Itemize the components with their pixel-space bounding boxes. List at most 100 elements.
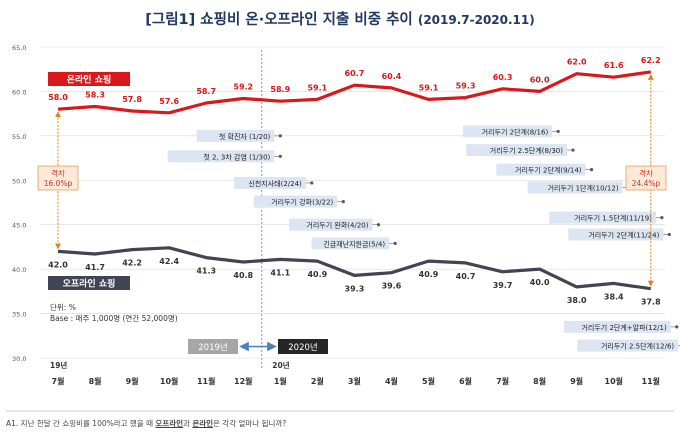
event-label: 거리두기 완화(4/20) xyxy=(306,221,368,230)
era-2020-box xyxy=(278,339,328,354)
y-tick-label: 30.0 xyxy=(12,355,26,363)
y-tick-label: 45.0 xyxy=(12,222,26,230)
online-legend-label: 온라인 쇼핑 xyxy=(67,74,112,86)
event-dot xyxy=(341,200,345,204)
event-dot xyxy=(667,232,671,237)
y-tick-label: 60.0 xyxy=(12,88,26,96)
x-tick-label: 3월 xyxy=(348,376,361,386)
event-label: 거리두기 1.5단계(11/19) xyxy=(574,214,652,223)
x-tick-label: 6월 xyxy=(459,376,472,386)
event-dot xyxy=(310,181,314,185)
offline-value-label: 38.0 xyxy=(567,296,587,305)
x-tick-label: 1월 xyxy=(274,376,287,386)
event-label: 신천지사태(2/24) xyxy=(248,179,302,188)
offline-value-label: 41.7 xyxy=(85,263,105,272)
x-tick-label: 10월 xyxy=(605,376,624,386)
chart-title: [그림1] 쇼핑비 온·오프라인 지출 비중 추이 (2019.7-2020.1… xyxy=(0,8,680,29)
event-dot xyxy=(556,129,560,134)
event-dot xyxy=(278,154,282,158)
event-label: 거리두기 2단계(11/24) xyxy=(588,230,659,239)
x-tick-label: 11월 xyxy=(642,376,661,386)
event-dot xyxy=(278,134,282,138)
x-tick-label: 2월 xyxy=(311,376,324,386)
y-tick-label: 65.0 xyxy=(12,44,26,52)
event-label-box xyxy=(549,211,656,224)
gap-label: 격차 xyxy=(639,168,653,178)
x-tick-label: 11월 xyxy=(197,376,216,386)
base-label: Base : 매주 1,000명 (연간 52,000명) xyxy=(50,313,178,323)
value-labels: 58.0 58.3 57.8 57.6 58.7 59.2 58.9 59.1 60.7 60.4… xyxy=(48,56,661,307)
offline-series-line xyxy=(57,246,652,291)
online-value-label: 60.0 xyxy=(530,75,550,84)
online-value-label: 59.1 xyxy=(307,83,327,92)
offline-value-label: 42.2 xyxy=(122,259,142,268)
offline-value-label: 40.0 xyxy=(530,278,550,287)
event-label-box xyxy=(462,125,553,138)
online-series-line xyxy=(57,70,652,115)
event-dot xyxy=(376,223,381,227)
event-label: 거리두기 1단계(10/12) xyxy=(548,183,619,192)
online-value-label: 61.6 xyxy=(604,61,624,70)
event-label-box xyxy=(564,320,671,333)
y-axis-ticks: 30.0 35.0 40.0 45.0 50.0 55.0 60.0 65.0 xyxy=(12,44,26,363)
footnote-suffix: 은 각각 얼마나 됩니까? xyxy=(213,419,287,428)
event-label-box xyxy=(253,195,338,208)
event-label: 거리두기 2단계(9/14) xyxy=(515,166,582,175)
x-tick-label: 4월 xyxy=(385,376,398,386)
era-2020-label: 2020년 xyxy=(288,342,317,353)
online-value-label: 59.3 xyxy=(456,82,476,91)
year-marker-2019: 19년 xyxy=(50,360,67,370)
footnote-offline: 오프라인 xyxy=(155,419,184,428)
online-value-label: 58.9 xyxy=(270,85,290,94)
offline-legend-label: 오프라인 쇼핑 xyxy=(63,278,116,290)
event-label-box xyxy=(289,218,373,231)
event-label: 거리두기 2단계+알파(12/1) xyxy=(581,323,667,332)
x-tick-label: 12월 xyxy=(234,376,253,386)
y-tick-label: 55.0 xyxy=(12,133,26,141)
x-tick-label: 8월 xyxy=(533,376,546,386)
online-value-label: 58.0 xyxy=(48,93,68,102)
y-tick-label: 40.0 xyxy=(12,266,26,274)
gap-value: 16.0%p xyxy=(44,179,73,188)
event-label: 긴급재난지원금(5/4) xyxy=(323,239,385,248)
online-value-label: 57.6 xyxy=(159,97,179,106)
event-label-box xyxy=(167,150,275,163)
online-value-label: 58.7 xyxy=(196,87,216,96)
offline-value-label: 39.3 xyxy=(345,284,365,293)
offline-value-label: 40.7 xyxy=(456,272,476,281)
event-label: 거리두기 2.5단계(8/30) xyxy=(490,146,563,155)
x-axis-ticks: 19년 20년 7월 8월 9월 10월 11월 12월 1월 2월 3월 4월 5월 6월 7월 8월 9월 1… xyxy=(6,360,674,412)
online-value-label: 59.1 xyxy=(419,83,439,92)
gap-box xyxy=(625,165,667,191)
event-dot xyxy=(393,241,397,245)
event-label-box xyxy=(233,176,306,189)
online-value-label: 60.3 xyxy=(493,73,513,82)
x-tick-label: 9월 xyxy=(126,376,139,386)
offline-value-label: 41.1 xyxy=(270,268,290,277)
offline-value-label: 38.4 xyxy=(604,292,624,301)
offline-value-label: 39.6 xyxy=(382,282,402,291)
offline-value-label: 41.3 xyxy=(196,267,216,276)
gap-box xyxy=(37,165,79,191)
offline-legend-box xyxy=(48,276,130,290)
event-label: 첫 2, 3차 감염 (1/30) xyxy=(203,152,270,161)
x-tick-label: 10월 xyxy=(160,376,179,386)
online-value-label: 60.4 xyxy=(382,72,402,81)
offline-value-label: 39.7 xyxy=(493,281,513,290)
gap-value: 24.4%p xyxy=(632,179,661,188)
event-annotations: 첫 확진자 (1/20) 첫 2, 3차 감염 (1/30) 신천지사태(2/24)… xyxy=(167,125,680,352)
footnote-mid: 과 xyxy=(183,419,193,428)
year-marker-2020: 20년 xyxy=(272,360,289,370)
chart-title-main: [그림1] 쇼핑비 온·오프라인 지출 비중 추이 xyxy=(145,12,413,28)
online-legend-box xyxy=(48,72,130,86)
online-value-label: 62.2 xyxy=(641,56,661,65)
unit-label: 단위: % xyxy=(50,302,76,312)
online-value-label: 60.7 xyxy=(345,69,365,78)
survey-question-footnote: A1. 지난 한달 간 쇼핑비를 100%라고 했을 때 오프라인과 온라인은 … xyxy=(6,418,286,429)
online-value-label: 58.3 xyxy=(85,91,105,100)
gap-label: 격차 xyxy=(51,168,65,178)
grid-lines xyxy=(40,46,665,359)
x-tick-label: 5월 xyxy=(422,376,435,386)
offline-value-label: 37.8 xyxy=(641,298,661,307)
